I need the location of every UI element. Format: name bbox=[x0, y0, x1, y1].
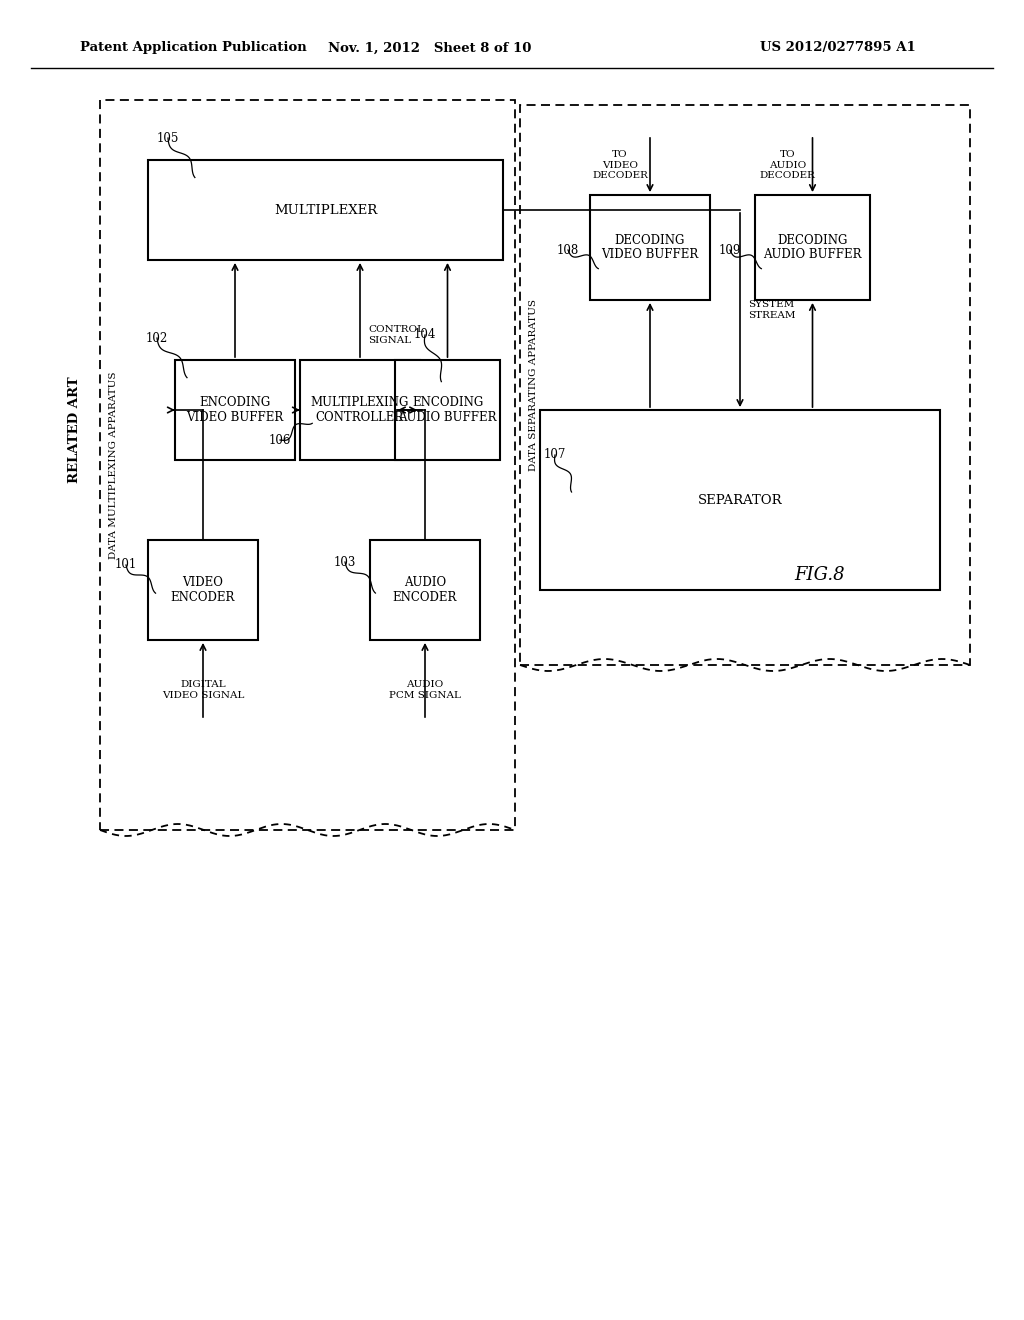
Bar bbox=[300, 360, 420, 459]
Text: AUDIO
PCM SIGNAL: AUDIO PCM SIGNAL bbox=[389, 680, 461, 700]
Text: VIDEO
ENCODER: VIDEO ENCODER bbox=[171, 576, 236, 605]
Text: AUDIO
ENCODER: AUDIO ENCODER bbox=[393, 576, 457, 605]
Bar bbox=[175, 360, 295, 459]
Text: FIG.8: FIG.8 bbox=[795, 566, 846, 583]
Text: 103: 103 bbox=[334, 556, 356, 569]
Text: 105: 105 bbox=[157, 132, 179, 144]
Bar bbox=[100, 100, 515, 830]
Text: SYSTEM
STREAM: SYSTEM STREAM bbox=[748, 300, 796, 319]
Text: 102: 102 bbox=[145, 331, 168, 345]
Text: US 2012/0277895 A1: US 2012/0277895 A1 bbox=[760, 41, 915, 54]
Bar bbox=[540, 411, 940, 590]
Text: 109: 109 bbox=[719, 243, 741, 256]
Bar bbox=[590, 195, 710, 300]
Text: 108: 108 bbox=[557, 243, 580, 256]
Text: DECODING
AUDIO BUFFER: DECODING AUDIO BUFFER bbox=[763, 234, 862, 261]
Text: DIGITAL
VIDEO SIGNAL: DIGITAL VIDEO SIGNAL bbox=[162, 680, 244, 700]
Bar bbox=[148, 540, 258, 640]
Text: TO
VIDEO
DECODER: TO VIDEO DECODER bbox=[592, 150, 648, 180]
Text: 101: 101 bbox=[115, 558, 137, 572]
Text: 107: 107 bbox=[544, 449, 566, 462]
Bar bbox=[370, 540, 480, 640]
Bar bbox=[520, 106, 970, 665]
Bar bbox=[755, 195, 870, 300]
Text: 104: 104 bbox=[414, 329, 436, 342]
Bar bbox=[395, 360, 500, 459]
Text: 106: 106 bbox=[269, 433, 291, 446]
Text: Patent Application Publication: Patent Application Publication bbox=[80, 41, 307, 54]
Text: TO
AUDIO
DECODER: TO AUDIO DECODER bbox=[760, 150, 815, 180]
Text: DECODING
VIDEO BUFFER: DECODING VIDEO BUFFER bbox=[601, 234, 698, 261]
Text: RELATED ART: RELATED ART bbox=[68, 376, 81, 483]
Text: CONTROL
SIGNAL: CONTROL SIGNAL bbox=[368, 325, 424, 345]
Text: SEPARATOR: SEPARATOR bbox=[697, 494, 782, 507]
Text: ENCODING
AUDIO BUFFER: ENCODING AUDIO BUFFER bbox=[398, 396, 497, 424]
Text: MULTIPLEXING
CONTROLLER: MULTIPLEXING CONTROLLER bbox=[311, 396, 410, 424]
Text: ENCODING
VIDEO BUFFER: ENCODING VIDEO BUFFER bbox=[186, 396, 284, 424]
Text: DATA MULTIPLEXING APPARATUS: DATA MULTIPLEXING APPARATUS bbox=[110, 371, 119, 558]
Text: DATA SEPARATING APPARATUS: DATA SEPARATING APPARATUS bbox=[529, 300, 539, 471]
Text: Nov. 1, 2012   Sheet 8 of 10: Nov. 1, 2012 Sheet 8 of 10 bbox=[329, 41, 531, 54]
Bar bbox=[148, 160, 503, 260]
Text: MULTIPLEXER: MULTIPLEXER bbox=[273, 203, 377, 216]
